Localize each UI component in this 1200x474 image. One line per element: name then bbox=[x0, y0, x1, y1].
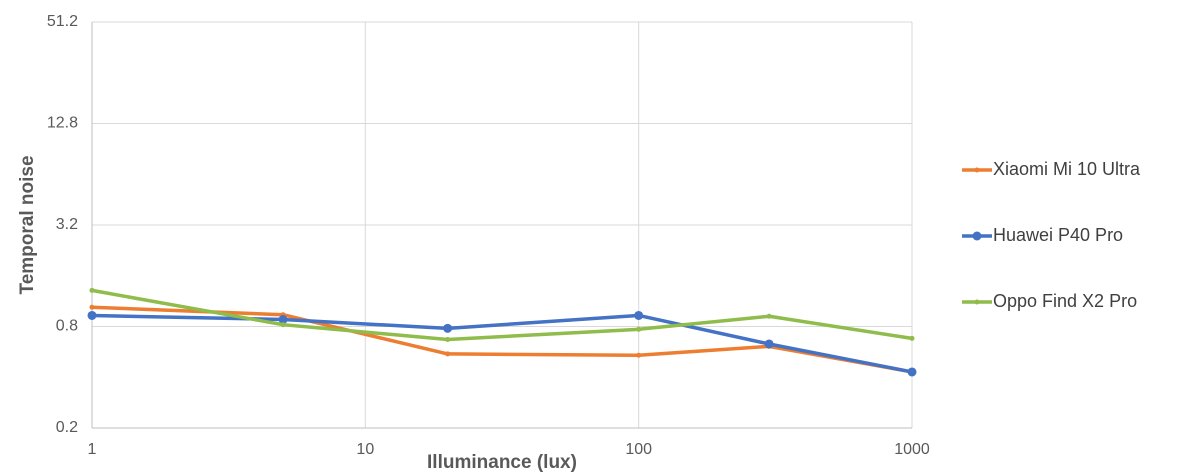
data-point bbox=[443, 323, 453, 333]
data-point bbox=[634, 310, 644, 320]
x-tick-label: 10 bbox=[356, 441, 374, 458]
legend-marker bbox=[974, 299, 980, 305]
legend-marker bbox=[974, 167, 980, 173]
data-point bbox=[909, 335, 915, 341]
data-point bbox=[766, 313, 772, 319]
y-tick-label: 12.8 bbox=[47, 115, 78, 132]
data-point bbox=[445, 336, 451, 342]
x-tick-label: 1 bbox=[88, 441, 97, 458]
grid bbox=[91, 21, 913, 429]
series-line bbox=[91, 313, 913, 374]
series-line bbox=[91, 288, 913, 342]
y-tick-label: 3.2 bbox=[56, 216, 78, 233]
legend-marker bbox=[972, 231, 982, 241]
data-point bbox=[89, 304, 95, 310]
y-tick-label: 0.8 bbox=[56, 318, 78, 335]
y-axis-title: Temporal noise bbox=[17, 155, 38, 294]
data-point bbox=[636, 326, 642, 332]
data-point bbox=[89, 287, 95, 293]
y-tick-label: 0.2 bbox=[56, 419, 78, 436]
data-point bbox=[764, 339, 774, 349]
data-point bbox=[445, 351, 451, 357]
x-tick-label: 1000 bbox=[894, 441, 930, 458]
data-point bbox=[87, 310, 97, 320]
y-tick-label: 51.2 bbox=[47, 13, 78, 30]
data-point bbox=[278, 315, 288, 325]
x-axis-title: Illuminance (lux) bbox=[427, 452, 577, 473]
legend-text: Xiaomi Mi 10 Ultra bbox=[993, 159, 1141, 179]
series-line bbox=[91, 305, 913, 374]
legend-text: Oppo Find X2 Pro bbox=[993, 291, 1137, 311]
legend-text: Huawei P40 Pro bbox=[993, 225, 1123, 245]
data-point bbox=[907, 367, 917, 377]
data-point bbox=[636, 352, 642, 358]
x-tick-label: 100 bbox=[625, 441, 652, 458]
data-point bbox=[280, 322, 286, 328]
